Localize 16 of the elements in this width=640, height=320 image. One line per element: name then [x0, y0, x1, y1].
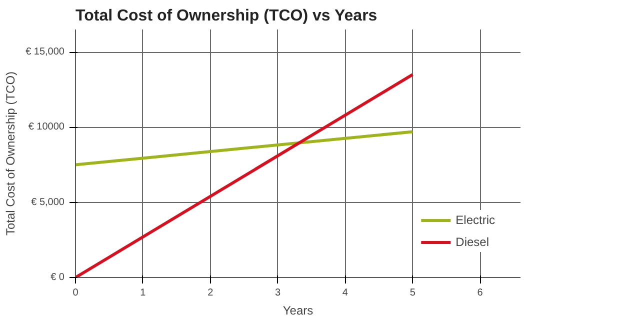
x-tick-label: 0	[72, 288, 79, 298]
legend-label: Electric	[456, 213, 495, 227]
y-tick-label: € 15,000	[26, 46, 65, 58]
x-axis-title: Years	[282, 304, 314, 318]
legend-label: Diesel	[456, 235, 490, 249]
x-tick-label: 2	[208, 288, 214, 298]
x-tick-label: 1	[140, 288, 146, 298]
x-tick-label: 6	[477, 288, 484, 298]
y-tick-label: € 10000	[28, 122, 65, 133]
y-axis-title: Total Cost of Ownership (TCO)	[4, 71, 18, 236]
x-tick-label: 4	[342, 288, 348, 298]
chart-title: Total Cost of Ownership (TCO) vs Years	[76, 8, 378, 24]
x-tick-label: 3	[274, 288, 281, 298]
x-tick-label: 5	[410, 288, 416, 298]
y-tick-label: € 0	[50, 272, 65, 283]
y-tick-label: € 5,000	[31, 196, 65, 208]
